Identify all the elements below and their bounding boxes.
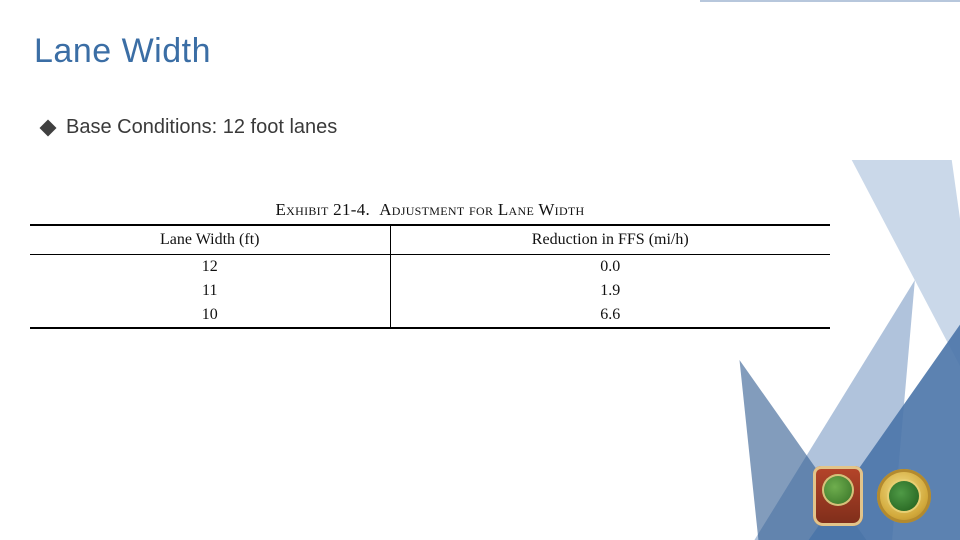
cell: 0.0 <box>390 255 830 279</box>
cell: 12 <box>30 255 390 279</box>
bullet-item: Base Conditions: 12 foot lanes <box>42 116 337 139</box>
footer-logos <box>810 464 932 528</box>
col-header-0: Lane Width (ft) <box>30 226 390 255</box>
cell: 1.9 <box>390 279 830 303</box>
seal-round-gold-icon <box>877 469 931 523</box>
cell: 11 <box>30 279 390 303</box>
cell: 6.6 <box>390 303 830 328</box>
seal-arched-icon <box>813 466 863 526</box>
decor-triangle-3 <box>852 160 960 420</box>
slide-title: Lane Width <box>34 32 211 71</box>
caption-prefix: Exhibit <box>275 200 328 219</box>
table-header-row: Lane Width (ft) Reduction in FFS (mi/h) <box>30 226 830 255</box>
caption-number: 21-4. <box>333 200 370 219</box>
decor-top-line <box>700 0 960 2</box>
bullet-text: Base Conditions: 12 foot lanes <box>66 116 337 139</box>
table-row: 11 1.9 <box>30 279 830 303</box>
table-row: 10 6.6 <box>30 303 830 328</box>
logo-left <box>810 464 866 528</box>
table-row: 12 0.0 <box>30 255 830 279</box>
exhibit-caption: Exhibit 21-4. Adjustment for Lane Width <box>30 200 830 220</box>
col-header-1: Reduction in FFS (mi/h) <box>390 226 830 255</box>
exhibit-table: Lane Width (ft) Reduction in FFS (mi/h) … <box>30 224 830 329</box>
exhibit-table-region: Exhibit 21-4. Adjustment for Lane Width … <box>30 200 830 329</box>
caption-title: Adjustment for Lane Width <box>379 200 584 219</box>
logo-right <box>876 464 932 528</box>
diamond-icon <box>40 119 57 136</box>
cell: 10 <box>30 303 390 328</box>
